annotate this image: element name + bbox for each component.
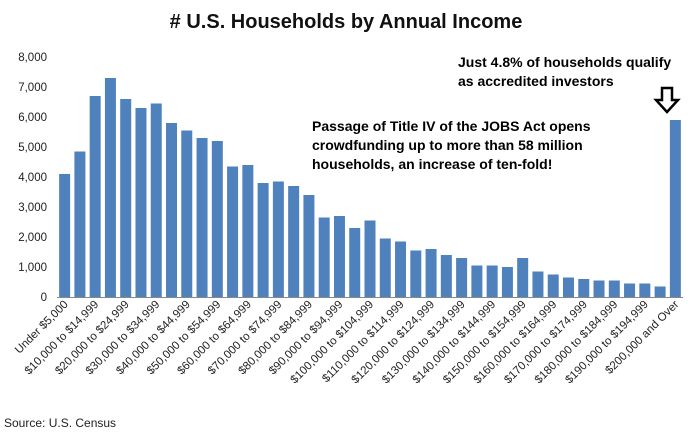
annotation-accredited-line-1: Just 4.8% of households qualify: [458, 54, 671, 70]
bar: [501, 267, 513, 297]
bar: [517, 258, 529, 297]
bar: [318, 217, 330, 297]
x-tick-label: Under $5,000: [13, 299, 71, 357]
chart-title: # U.S. Households by Annual Income: [170, 11, 523, 33]
annotation-title-iv-line-2: crowdfunding up to more than 58 million: [312, 137, 583, 153]
x-axis-ticks: Under $5,000$10,000 to $14,999$20,000 to…: [13, 299, 682, 387]
bar: [59, 174, 71, 297]
y-tick-label: 3,000: [18, 202, 47, 214]
bar: [624, 283, 636, 297]
annotation-title-iv-line-1: Passage of Title IV of the JOBS Act open…: [312, 118, 591, 134]
bar: [150, 103, 162, 297]
annotation-title-iv-background: [308, 113, 608, 175]
annotation-accredited-line-2: as accredited investors: [458, 73, 614, 89]
bar: [608, 280, 620, 297]
bar: [242, 165, 254, 297]
bar: [333, 216, 345, 297]
bar: [227, 166, 239, 297]
bar: [89, 96, 101, 297]
bar: [440, 255, 452, 297]
bar: [257, 183, 269, 297]
y-tick-label: 7,000: [18, 82, 47, 94]
y-tick-label: 2,000: [18, 232, 47, 244]
y-tick-label: 0: [41, 292, 47, 304]
bar: [288, 186, 300, 297]
bar: [654, 286, 666, 297]
annotation-title-iv: Passage of Title IV of the JOBS Act open…: [308, 113, 608, 175]
bar: [272, 181, 284, 297]
bar: [349, 228, 361, 297]
bar: [74, 151, 86, 297]
bar: [669, 120, 681, 297]
bar: [547, 274, 559, 297]
y-tick-label: 1,000: [18, 262, 47, 274]
bar: [410, 250, 422, 297]
bar: [211, 141, 223, 297]
bar: [471, 265, 483, 297]
y-tick-label: 8,000: [18, 52, 47, 64]
bar: [532, 271, 544, 297]
y-tick-label: 4,000: [18, 172, 47, 184]
bar: [181, 130, 193, 297]
bar: [379, 238, 391, 297]
annotation-accredited: Just 4.8% of households qualify as accre…: [458, 54, 671, 89]
y-tick-label: 5,000: [18, 142, 47, 154]
bar: [196, 138, 208, 297]
bar: [562, 277, 574, 297]
down-arrow-icon: [653, 86, 681, 114]
bar: [104, 78, 116, 297]
bar: [639, 283, 651, 297]
bar: [303, 195, 315, 297]
bar: [456, 258, 468, 297]
bar: [395, 241, 407, 297]
bar: [364, 220, 376, 297]
bar: [593, 280, 605, 297]
bar: [578, 279, 590, 297]
bar: [135, 108, 147, 297]
bar: [166, 123, 178, 297]
annotation-title-iv-line-3: households, an increase of ten-fold!: [312, 156, 552, 172]
bars: [59, 78, 681, 297]
source-note: Source: U.S. Census: [4, 416, 116, 430]
bar: [120, 99, 132, 297]
bar: [486, 265, 498, 297]
bar: [425, 249, 437, 297]
y-axis-ticks: 0 1,000 2,000 3,000 4,000 5,000 6,000 7,000 8,00…: [18, 52, 47, 304]
y-tick-label: 6,000: [18, 112, 47, 124]
